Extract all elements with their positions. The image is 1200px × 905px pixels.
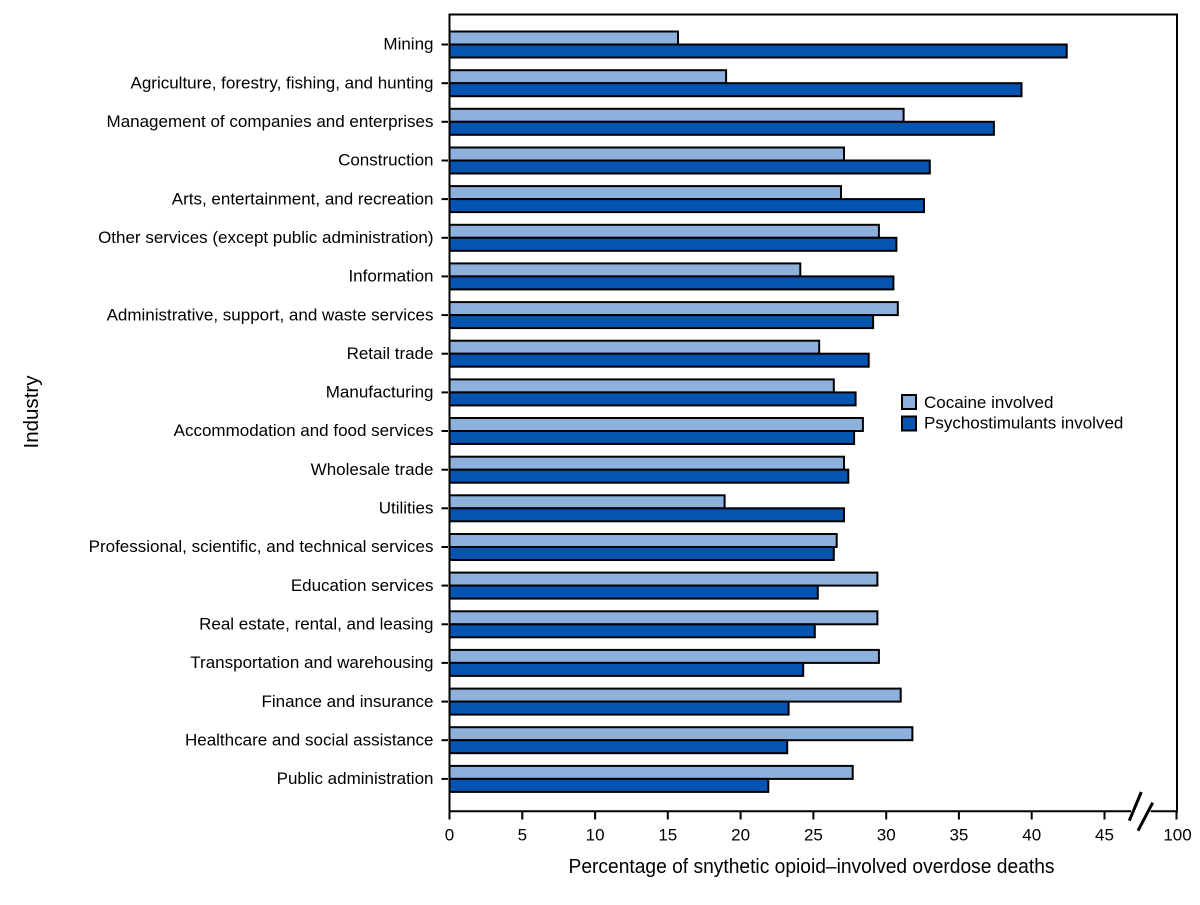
svg-text:Wholesale trade: Wholesale trade	[311, 460, 434, 479]
svg-text:Administrative, support, and w: Administrative, support, and waste servi…	[107, 305, 434, 324]
svg-text:5: 5	[518, 826, 527, 845]
svg-text:Percentage of snythetic opioid: Percentage of snythetic opioid–involved …	[569, 856, 1055, 878]
svg-text:Manufacturing: Manufacturing	[326, 383, 434, 402]
svg-text:Education services: Education services	[291, 576, 434, 595]
svg-text:0: 0	[445, 826, 454, 845]
svg-text:Healthcare and social assistan: Healthcare and social assistance	[185, 730, 434, 749]
svg-text:45: 45	[1095, 826, 1114, 845]
svg-text:Psychostimulants involved: Psychostimulants involved	[924, 413, 1123, 432]
svg-text:Public administration: Public administration	[277, 769, 434, 788]
svg-text:100: 100	[1163, 826, 1191, 845]
svg-text:25: 25	[804, 826, 823, 845]
svg-text:Agriculture, forestry, fishing: Agriculture, forestry, fishing, and hunt…	[130, 73, 433, 92]
svg-text:Finance and insurance: Finance and insurance	[261, 692, 433, 711]
svg-text:Cocaine involved: Cocaine involved	[924, 393, 1053, 412]
svg-text:30: 30	[877, 826, 896, 845]
svg-text:Management of companies and en: Management of companies and enterprises	[107, 112, 434, 131]
svg-text:Accommodation and food service: Accommodation and food services	[174, 421, 434, 440]
svg-text:35: 35	[949, 826, 968, 845]
svg-text:Construction: Construction	[338, 151, 433, 170]
svg-text:Other services (except public: Other services (except public administra…	[98, 228, 433, 247]
svg-text:Utilities: Utilities	[379, 499, 434, 518]
svg-text:40: 40	[1022, 826, 1041, 845]
svg-text:Mining: Mining	[383, 35, 433, 54]
svg-text:Arts, entertainment, and recre: Arts, entertainment, and recreation	[172, 189, 434, 208]
svg-text:Real estate, rental, and leasi: Real estate, rental, and leasing	[199, 615, 433, 634]
svg-text:10: 10	[586, 826, 605, 845]
svg-text:Professional, scientific, and: Professional, scientific, and technical …	[89, 537, 434, 556]
svg-text:Industry: Industry	[21, 376, 43, 449]
svg-text:Retail trade: Retail trade	[347, 344, 434, 363]
svg-text:20: 20	[731, 826, 750, 845]
svg-text:15: 15	[658, 826, 677, 845]
svg-text:Information: Information	[348, 267, 433, 286]
svg-text:Transportation and warehousing: Transportation and warehousing	[190, 653, 433, 672]
